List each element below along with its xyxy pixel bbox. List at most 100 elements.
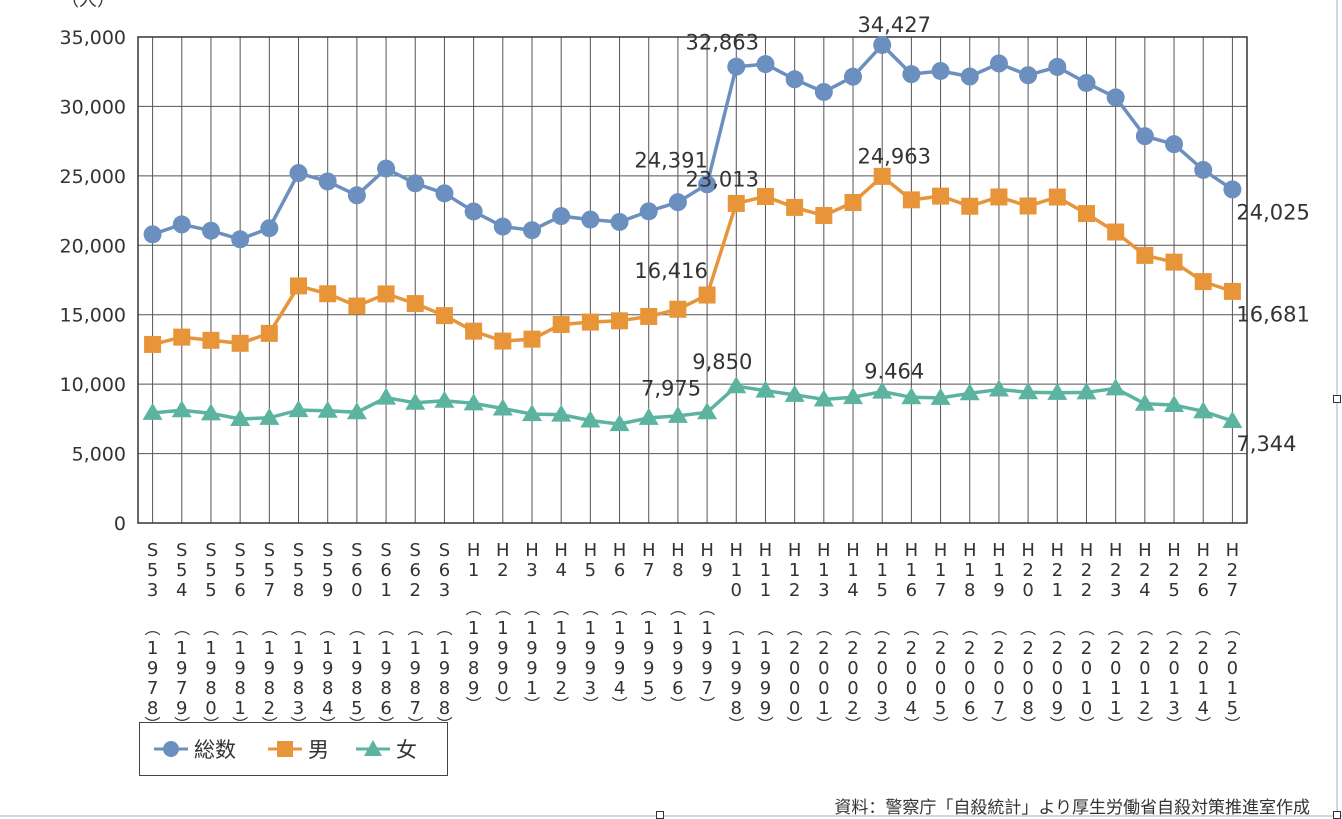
y-tick-label: 35,000 — [60, 27, 126, 49]
x-tick-label: 8 — [964, 580, 975, 601]
x-tick-label: 0 — [1022, 658, 1033, 679]
x-tick-label: 6 — [1197, 580, 1208, 601]
x-tick-label: ） — [989, 716, 1008, 732]
x-tick-label: 8 — [264, 678, 275, 699]
x-tick-label: 1 — [439, 638, 450, 659]
x-tick-label: ） — [668, 696, 687, 712]
x-tick-label: 7 — [935, 580, 946, 601]
y-tick-label: 25,000 — [60, 166, 126, 188]
x-tick-label: 8 — [205, 678, 216, 699]
x-tick-label: 0 — [847, 678, 858, 699]
x-tick-label: 8 — [293, 678, 304, 699]
x-tick-label: 9 — [351, 658, 362, 679]
data-point — [144, 335, 162, 353]
x-tick-label: 2 — [1197, 560, 1208, 581]
x-tick-label: 2 — [410, 580, 421, 601]
data-label: 7,975 — [641, 376, 701, 400]
data-point — [1076, 382, 1097, 400]
data-point — [1077, 73, 1096, 92]
circle-marker-icon — [154, 741, 188, 757]
x-tick-label: 8 — [410, 678, 421, 699]
x-tick-label: ） — [464, 696, 483, 712]
x-tick-label: 5 — [876, 580, 887, 601]
legend: 総数 男 女 — [139, 722, 448, 776]
x-tick-label: 3 — [876, 698, 887, 719]
resize-handle-right[interactable] — [1333, 395, 1341, 403]
x-tick-label: ） — [1018, 716, 1037, 732]
resize-handle-corner[interactable] — [1333, 811, 1341, 819]
x-tick-label: 5 — [293, 560, 304, 581]
x-tick-label: H — [788, 540, 802, 561]
data-point — [755, 380, 776, 398]
data-point — [1165, 135, 1184, 154]
x-tick-label: 1 — [497, 618, 508, 639]
data-label: 24,963 — [857, 144, 930, 168]
x-tick-label: （ — [172, 620, 191, 636]
x-tick-label: 6 — [964, 698, 975, 719]
x-tick-label: 0 — [789, 698, 800, 719]
x-tick-label: H — [642, 540, 656, 561]
legend-item-male: 男 — [268, 723, 329, 775]
x-tick-label: 6 — [672, 678, 683, 699]
x-tick-label: H — [1226, 540, 1240, 561]
data-point — [521, 404, 542, 422]
x-tick-label: H — [875, 540, 889, 561]
x-tick-label: 1 — [906, 560, 917, 581]
data-point — [988, 379, 1009, 397]
x-tick-label: 5 — [1168, 580, 1179, 601]
x-tick-label: 2 — [1110, 638, 1121, 659]
x-tick-label: 5 — [322, 560, 333, 581]
data-point — [959, 383, 980, 401]
x-tick-label: 8 — [1022, 698, 1033, 719]
data-point — [200, 403, 221, 421]
x-tick-label: 9 — [147, 658, 158, 679]
x-tick-label: 5 — [205, 560, 216, 581]
data-point — [1135, 127, 1154, 146]
data-point — [231, 334, 249, 352]
x-tick-label: 2 — [1022, 560, 1033, 581]
x-tick-label: 9 — [731, 658, 742, 679]
data-point — [961, 197, 979, 215]
x-tick-label: （ — [901, 620, 920, 636]
x-tick-label: （ — [814, 620, 833, 636]
x-tick-label: 5 — [1227, 698, 1238, 719]
x-tick-label: 1 — [818, 560, 829, 581]
x-tick-label: 3 — [1168, 698, 1179, 719]
data-point — [317, 400, 338, 418]
x-tick-label: 6 — [234, 580, 245, 601]
x-tick-label: 4 — [847, 580, 858, 601]
x-tick-label: 0 — [1081, 658, 1092, 679]
data-point — [376, 387, 397, 405]
x-tick-label: 7 — [410, 698, 421, 719]
x-tick-label: 1 — [1110, 698, 1121, 719]
x-tick-label: S — [205, 540, 216, 561]
x-tick-label: 1 — [205, 638, 216, 659]
x-tick-label: 5 — [234, 560, 245, 581]
x-tick-label: （ — [843, 620, 862, 636]
x-tick-label: 2 — [1168, 638, 1179, 659]
data-label: 32,863 — [686, 31, 759, 55]
data-point — [784, 384, 805, 402]
resize-handle-bottom[interactable] — [656, 811, 664, 819]
x-tick-label: （ — [522, 600, 541, 616]
x-tick-label: 1 — [760, 638, 771, 659]
x-tick-label: S — [293, 540, 304, 561]
x-tick-label: 9 — [497, 658, 508, 679]
data-point — [290, 277, 308, 295]
x-tick-label: （ — [668, 600, 687, 616]
x-tick-label: S — [439, 540, 450, 561]
data-point — [638, 407, 659, 425]
x-tick-label: 3 — [818, 580, 829, 601]
x-tick-label: 2 — [1139, 560, 1150, 581]
data-point — [231, 230, 250, 249]
x-tick-label: 9 — [322, 580, 333, 601]
data-label: 16,681 — [1236, 302, 1309, 326]
triangle-marker-icon — [356, 740, 390, 756]
data-point — [1105, 378, 1126, 396]
data-point — [377, 285, 395, 303]
x-tick-label: S — [380, 540, 391, 561]
x-tick-label: 4 — [555, 560, 566, 581]
data-point — [1107, 223, 1125, 241]
x-tick-label: 3 — [526, 560, 537, 581]
